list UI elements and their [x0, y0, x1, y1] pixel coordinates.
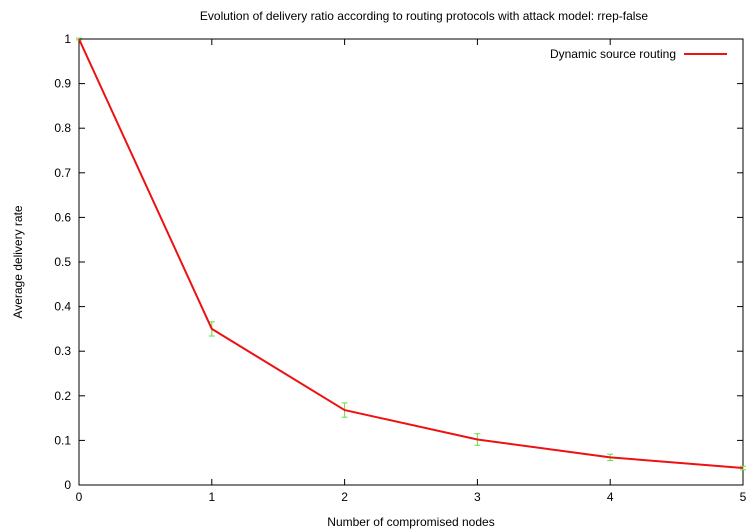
y-tick-label: 0.4	[54, 300, 71, 314]
y-axis: 0 0.1 0.2 0.3 0.4 0.5 0.6 0.7 0.8 0.9 1	[54, 32, 743, 492]
plot-frame	[78, 38, 744, 486]
series-line-dynamic-source-routing	[78, 38, 744, 470]
y-tick-label: 0.8	[54, 121, 71, 135]
y-tick-label: 1	[64, 32, 71, 46]
legend: Dynamic source routing	[550, 47, 727, 61]
x-tick-label: 0	[76, 490, 83, 504]
series-layer	[76, 37, 746, 471]
x-tick-label: 4	[607, 490, 614, 504]
y-tick-label: 0.1	[54, 433, 71, 447]
y-axis-label: Average delivery rate	[11, 205, 25, 319]
x-tick-label: 2	[341, 490, 348, 504]
legend-label-dynamic-source-routing: Dynamic source routing	[550, 47, 676, 61]
chart-title: Evolution of delivery ratio according to…	[200, 9, 649, 23]
y-tick-label: 0.5	[54, 255, 71, 269]
x-tick-label: 1	[208, 490, 215, 504]
y-tick-label: 0.2	[54, 389, 71, 403]
y-tick-label: 0.9	[54, 77, 71, 91]
y-tick-label: 0.3	[54, 344, 71, 358]
y-tick-label: 0.7	[54, 166, 71, 180]
x-tick-label: 5	[740, 490, 747, 504]
x-axis: 0 1 2 3 4 5	[76, 39, 747, 504]
x-axis-label: Number of compromised nodes	[327, 515, 494, 529]
y-tick-label: 0	[64, 478, 71, 492]
y-tick-label: 0.6	[54, 210, 71, 224]
x-tick-label: 3	[474, 490, 481, 504]
